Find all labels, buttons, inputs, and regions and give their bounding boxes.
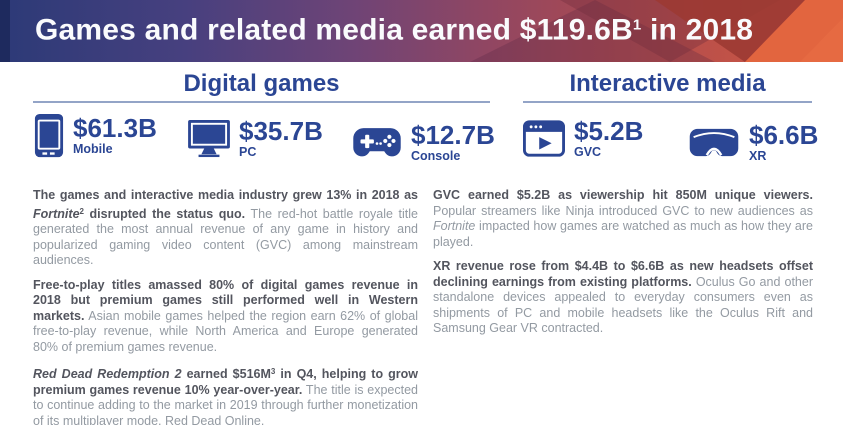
paragraph-industry-growth: The games and interactive media industry… (33, 188, 418, 269)
stat-pc: $35.7B PC (188, 118, 323, 159)
stat-value-gvc: $5.2B (574, 116, 644, 146)
text-segment: Fortnite (33, 206, 80, 221)
header-banner: Games and related media earned $119.6B1 … (0, 0, 843, 62)
section-title-digital-games: Digital games (183, 70, 340, 97)
console-gamepad-icon (353, 128, 401, 157)
text-segment: XR revenue rose from $4.4B to $6.6B as n… (433, 259, 813, 289)
stat-label-xr: XR (749, 149, 767, 163)
body-column-right: GVC earned $5.2B as viewership hit 850M … (433, 188, 813, 346)
text-segment: GVC earned $5.2B as viewership hit 850M … (433, 188, 813, 202)
body-column-left: The games and interactive media industry… (33, 188, 418, 425)
text-segment: The title is expected to continue adding… (33, 382, 418, 425)
stat-label-console: Console (411, 149, 461, 163)
pc-monitor-icon (188, 119, 230, 157)
text-segment: Popular streamers like Ninja introduced … (433, 203, 813, 218)
section-title-interactive-media: Interactive media (569, 70, 766, 97)
text-segment: Fortnite (433, 219, 476, 233)
stat-xr: $6.6B XR (688, 122, 818, 163)
text-segment: Oculus Go and other standalone devices a… (433, 274, 813, 336)
stat-gvc: $5.2B GVC (523, 118, 643, 159)
text-segment: Free-to-play titles amassed 80% of digit… (33, 277, 418, 323)
text-segment: Red Dead Redemption 2 (33, 367, 182, 381)
paragraph-free-to-play: Free-to-play titles amassed 80% of digit… (33, 278, 418, 356)
mobile-phone-icon (34, 113, 64, 158)
stat-label-gvc: GVC (574, 145, 602, 159)
text-segment: Asian mobile games helped the region ear… (33, 308, 418, 354)
page-title-year: in 2018 (641, 13, 754, 47)
stat-console: $12.7B Console (352, 122, 495, 163)
text-segment: impacted how games are watched as much a… (433, 219, 813, 249)
xr-headset-icon (689, 128, 739, 157)
paragraph-gvc-viewership: GVC earned $5.2B as viewership hit 850M … (433, 188, 813, 250)
text-segment: 2 (79, 206, 84, 216)
stat-value-mobile: $61.3B (73, 113, 157, 143)
text-segment: in Q4, helping to grow premium games rev… (33, 367, 418, 397)
gvc-video-icon (523, 120, 565, 157)
stat-text: $5.2B GVC (574, 118, 643, 159)
stat-text: $35.7B PC (239, 118, 323, 159)
text-segment: The red-hot battle royale title generate… (33, 206, 418, 268)
paragraph-xr-revenue: XR revenue rose from $4.4B to $6.6B as n… (433, 259, 813, 337)
stat-value-console: $12.7B (411, 120, 495, 150)
page-title-text: Games and related media earned $119.6B (35, 13, 633, 47)
stat-value-xr: $6.6B (749, 120, 819, 150)
paragraph-red-dead-redemption: Red Dead Redemption 2 earned $516M3 in Q… (33, 364, 418, 425)
stat-mobile: $61.3B Mobile (34, 112, 157, 159)
stat-label-mobile: Mobile (73, 142, 113, 156)
section-divider (33, 101, 490, 103)
text-segment: earned $516M (181, 367, 271, 381)
header-background-art (0, 0, 843, 62)
stat-value-pc: $35.7B (239, 116, 323, 146)
section-interactive-media: Interactive media (523, 71, 812, 103)
page-title: Games and related media earned $119.6B1 … (35, 13, 753, 47)
text-segment: The games and interactive media industry… (33, 188, 418, 202)
stat-text: $12.7B Console (411, 122, 495, 163)
stat-label-pc: PC (239, 145, 257, 159)
text-segment: disrupted the status quo. (83, 206, 246, 221)
stat-text: $61.3B Mobile (73, 115, 157, 156)
section-divider (523, 101, 812, 103)
page-title-footnote-superscript: 1 (632, 16, 642, 34)
section-digital-games: Digital games (33, 71, 490, 103)
stat-text: $6.6B XR (749, 122, 818, 163)
text-segment: 3 (270, 367, 276, 376)
